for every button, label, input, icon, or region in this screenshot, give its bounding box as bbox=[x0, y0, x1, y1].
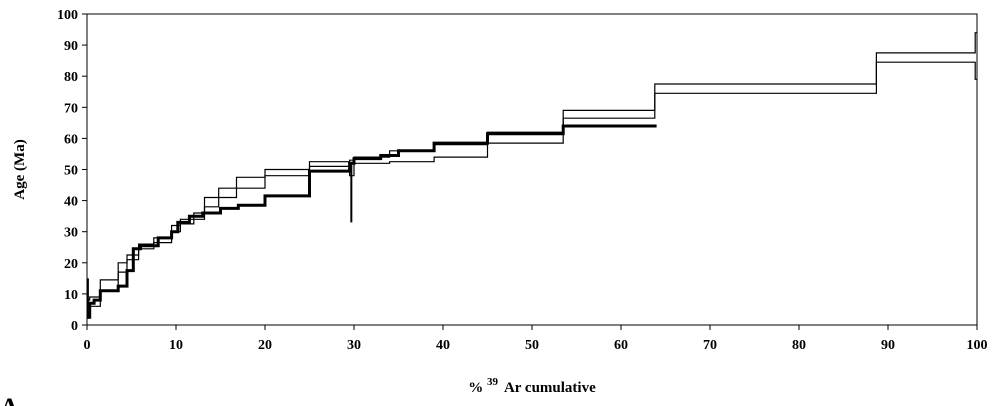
x-tick-label: 90 bbox=[881, 338, 895, 353]
panel-label: A bbox=[0, 393, 19, 406]
y-tick-label: 100 bbox=[57, 8, 78, 23]
x-axis-title-prefix: % bbox=[468, 380, 483, 396]
x-axis-title: % 39 Ar cumulative bbox=[468, 373, 596, 396]
y-tick-label: 90 bbox=[64, 39, 78, 54]
x-axis-title-superscript: 39 bbox=[487, 376, 499, 388]
y-tick-label: 60 bbox=[64, 132, 78, 147]
x-tick-label: 100 bbox=[967, 338, 988, 353]
series-layer bbox=[86, 32, 977, 319]
y-tick-label: 20 bbox=[64, 257, 78, 272]
x-tick-label: 30 bbox=[347, 338, 361, 353]
series-line-thin-upper bbox=[87, 32, 977, 301]
x-axis-title-rest: Ar cumulative bbox=[504, 380, 596, 396]
y-tick-label: 50 bbox=[64, 164, 78, 179]
series-line-thin-lower bbox=[87, 61, 977, 314]
x-tick-label: 50 bbox=[525, 338, 539, 353]
y-axis-ticks: 0 10 20 30 40 50 60 70 80 90 100 bbox=[57, 8, 87, 334]
plot-frame bbox=[86, 13, 978, 326]
x-tick-label: 60 bbox=[614, 338, 628, 353]
y-tick-label: 40 bbox=[64, 195, 78, 210]
x-tick-label: 80 bbox=[792, 338, 806, 353]
x-tick-label: 20 bbox=[258, 338, 272, 353]
x-tick-label: 40 bbox=[436, 338, 450, 353]
x-tick-label: 0 bbox=[84, 338, 91, 353]
y-tick-label: 70 bbox=[64, 101, 78, 116]
x-tick-label: 70 bbox=[703, 338, 717, 353]
series-line-thick bbox=[87, 124, 657, 319]
y-tick-label: 80 bbox=[64, 70, 78, 85]
x-axis-ticks: 0 10 20 30 40 50 60 70 80 90 100 bbox=[84, 325, 988, 353]
y-tick-label: 30 bbox=[64, 226, 78, 241]
y-axis-title: Age (Ma) bbox=[12, 139, 28, 199]
y-tick-label: 10 bbox=[64, 288, 78, 303]
y-tick-label: 0 bbox=[71, 319, 78, 334]
x-tick-label: 10 bbox=[169, 338, 183, 353]
